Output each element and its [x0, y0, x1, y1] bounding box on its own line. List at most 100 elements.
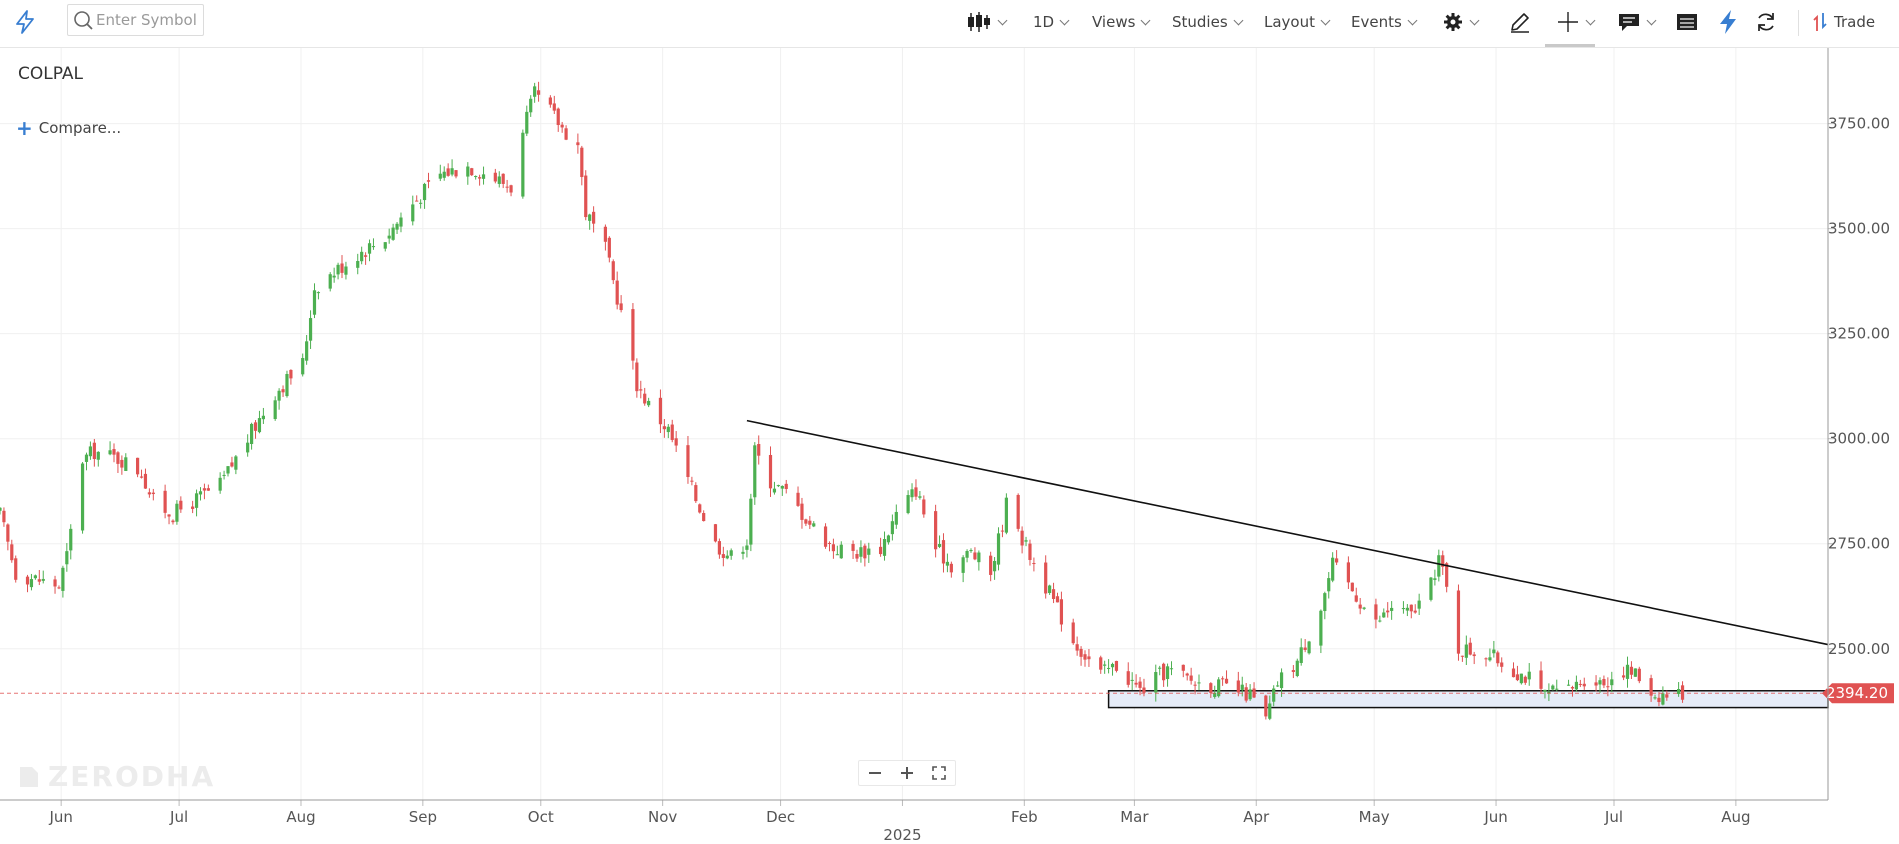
candle-up [1169, 668, 1174, 670]
candle-down [757, 444, 761, 456]
candle-down [364, 255, 368, 257]
candle-up [521, 132, 525, 197]
candle-up [886, 535, 891, 543]
candle-up [1327, 578, 1331, 592]
candle-up [1401, 608, 1406, 610]
fullscreen-button[interactable] [923, 761, 955, 785]
candle-up [1307, 641, 1311, 654]
refresh-button[interactable] [1754, 0, 1778, 44]
zoom-out-button[interactable] [859, 761, 891, 785]
candle-up [749, 498, 753, 545]
candle-up [84, 454, 89, 462]
candle-down [1472, 654, 1476, 657]
studies-button[interactable]: Studies [1172, 0, 1244, 44]
candle-down [1468, 642, 1472, 655]
candle-up [194, 493, 199, 508]
candle-up [741, 551, 745, 554]
support-zone-box[interactable] [1107, 690, 1829, 709]
candle-down [1456, 590, 1461, 654]
zerodha-logo-icon [20, 766, 38, 787]
candle-up [1213, 692, 1217, 697]
candle-down [501, 173, 505, 184]
trade-button[interactable]: Trade [1812, 0, 1875, 44]
candle-down [607, 237, 611, 258]
x-tick-label: Aug [1721, 808, 1750, 826]
candle-down [281, 389, 285, 393]
candle-up [1272, 688, 1276, 702]
candle-up [108, 450, 112, 455]
candle-down [1358, 604, 1362, 609]
candle-down [470, 168, 474, 176]
candle-down [662, 426, 666, 430]
search-input[interactable] [96, 11, 196, 29]
candle-up [257, 418, 262, 433]
candle-down [151, 492, 155, 495]
candle-down [1621, 675, 1626, 678]
compare-button[interactable]: + Compare... [16, 118, 121, 138]
candle-up [360, 251, 364, 262]
flash-button[interactable] [1717, 0, 1739, 44]
candle-down [230, 462, 234, 467]
candle-down [1594, 682, 1598, 686]
candle-down [1582, 683, 1586, 687]
candle-up [1299, 647, 1303, 663]
candle-down [548, 97, 552, 105]
candle-down [112, 449, 116, 455]
candle-up [438, 173, 442, 179]
candle-down [1134, 682, 1138, 685]
symbol-search[interactable] [67, 4, 204, 36]
candle-up [1110, 663, 1115, 668]
candle-down [698, 504, 702, 513]
candle-down [639, 389, 643, 391]
layout-button[interactable]: Layout [1264, 0, 1331, 44]
support-zone-rectangle[interactable] [1107, 690, 1829, 709]
x-tick-label: 2025 [883, 826, 921, 844]
candle-down [1602, 678, 1606, 686]
candle-up [65, 551, 69, 565]
crosshair-button[interactable] [1556, 0, 1596, 44]
events-button[interactable]: Events [1351, 0, 1418, 44]
candle-up [961, 557, 965, 573]
candle-down [603, 226, 608, 242]
data-window-button[interactable] [1675, 0, 1699, 44]
candle-down [202, 488, 207, 491]
watermark-text: ZERODHA [48, 760, 216, 793]
trendline[interactable] [746, 419, 1829, 646]
y-tick-label: 3500.00 [1828, 220, 1890, 238]
active-tool-indicator [1545, 44, 1595, 47]
candle-down [1523, 676, 1527, 683]
candle-down [163, 490, 167, 513]
candle-down [694, 485, 698, 502]
candle-down [135, 457, 140, 475]
candle-up [1024, 540, 1028, 542]
candle-up [1130, 679, 1134, 681]
trade-label: Trade [1834, 13, 1876, 31]
comment-button[interactable] [1617, 0, 1657, 44]
symbol-name[interactable]: COLPAL [18, 64, 83, 84]
candle-down [1032, 563, 1036, 565]
candle-down [556, 108, 560, 126]
kite-logo-icon[interactable] [12, 0, 38, 44]
y-tick-label: 2500.00 [1828, 640, 1890, 658]
candle-up [442, 171, 446, 178]
comment-icon [1619, 14, 1639, 31]
interval-button[interactable]: 1D [1033, 0, 1070, 44]
candle-up [1004, 497, 1008, 533]
candle-down [615, 280, 619, 305]
zoom-in-button[interactable] [891, 761, 923, 785]
candle-down [1350, 582, 1354, 592]
price-chart[interactable]: 2394.20 Jun Jul Aug Sep Oct Nov Dec 2025 Feb Mar A… [0, 48, 1899, 844]
candle-up [529, 98, 533, 113]
candle-down [1220, 678, 1225, 680]
minus-icon [869, 772, 881, 774]
candle-up [41, 578, 45, 581]
chart-type-button[interactable] [966, 0, 1008, 44]
draw-button[interactable] [1508, 0, 1532, 44]
candle-down [1126, 671, 1130, 685]
candle-down [721, 554, 725, 558]
candle-up [308, 318, 313, 341]
chevron-down-icon [1320, 15, 1331, 26]
trendline-segment[interactable] [746, 419, 1829, 646]
views-button[interactable]: Views [1092, 0, 1151, 44]
settings-button[interactable] [1442, 0, 1480, 44]
